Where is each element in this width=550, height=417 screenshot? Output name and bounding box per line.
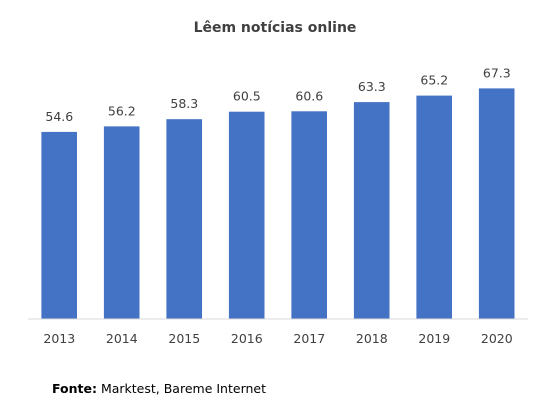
data-label-2016: 60.5 xyxy=(233,89,261,104)
data-label-2019: 65.2 xyxy=(420,73,448,88)
x-tick-2020: 2020 xyxy=(481,331,513,346)
bars-group xyxy=(41,88,515,320)
data-labels-group: 54.6 56.2 58.3 60.5 60.6 63.3 65.2 67.3 xyxy=(45,65,510,124)
x-tick-2015: 2015 xyxy=(168,331,200,346)
chart-title: Lêem notícias online xyxy=(194,20,357,36)
data-label-2017: 60.6 xyxy=(295,88,323,103)
data-label-2014: 56.2 xyxy=(108,103,136,118)
bar-2016 xyxy=(228,111,265,319)
data-label-2020: 67.3 xyxy=(483,65,511,80)
bar-2014 xyxy=(103,126,140,320)
x-tick-2019: 2019 xyxy=(418,331,450,346)
source-label: Fonte: xyxy=(52,381,97,396)
x-tick-2016: 2016 xyxy=(231,331,263,346)
x-tick-2013: 2013 xyxy=(43,331,75,346)
source-note: Fonte: Marktest, Bareme Internet xyxy=(52,381,266,396)
bar-2013 xyxy=(41,131,77,319)
bar-2017 xyxy=(291,111,327,319)
x-tick-2018: 2018 xyxy=(356,331,388,346)
x-tick-labels-group: 2013 2014 2015 2016 2017 2018 2019 2020 xyxy=(43,331,512,346)
data-label-2015: 58.3 xyxy=(170,96,198,111)
bar-2020 xyxy=(478,88,515,320)
x-tick-2014: 2014 xyxy=(106,331,138,346)
bar-2015 xyxy=(166,119,202,319)
data-label-2018: 63.3 xyxy=(358,79,386,94)
source-text: Marktest, Bareme Internet xyxy=(96,381,266,396)
x-tick-2017: 2017 xyxy=(293,331,325,346)
data-label-2013: 54.6 xyxy=(45,109,73,124)
bar-2019 xyxy=(416,95,452,319)
bar-2018 xyxy=(353,102,390,319)
